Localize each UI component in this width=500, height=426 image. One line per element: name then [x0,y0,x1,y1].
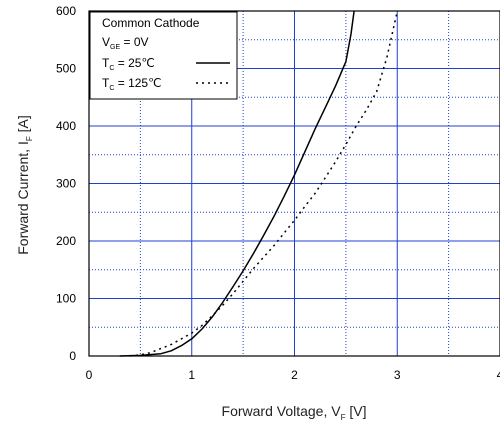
legend-label-125c: TC = 125℃ [102,76,162,92]
x-tick-label: 3 [394,368,401,382]
plot-frame [88,10,500,357]
data-series [119,10,399,357]
y-tick-label: 300 [56,177,76,191]
legend-box [89,11,238,100]
y-axis-title: Forward Current, IF [A] [15,115,34,255]
series-line-125c [130,10,399,357]
y-tick-label: 500 [56,62,76,76]
y-tick-label: 400 [56,119,76,133]
y-tick-label: 100 [56,292,76,306]
x-axis-title: Forward Voltage, VF [V] [222,403,367,422]
legend-label-25c: TC = 25℃ [102,56,155,72]
legend-condition: VGE = 0V [102,35,149,51]
legend-title: Common Cathode [102,16,200,30]
tick-labels: 0 1 2 3 4 0 100 200 300 400 500 600 [56,4,500,382]
x-tick-label: 2 [291,368,298,382]
legend: Common Cathode VGE = 0V TC = 25℃ TC = 12… [89,11,238,100]
x-tick-label: 0 [86,368,93,382]
y-tick-label: 600 [56,4,76,18]
y-tick-label: 0 [69,349,76,363]
x-tick-label: 1 [188,368,195,382]
series-line-25c [119,10,355,357]
x-tick-label: 4 [497,368,500,382]
grid-lines [88,10,500,357]
y-tick-label: 200 [56,234,76,248]
